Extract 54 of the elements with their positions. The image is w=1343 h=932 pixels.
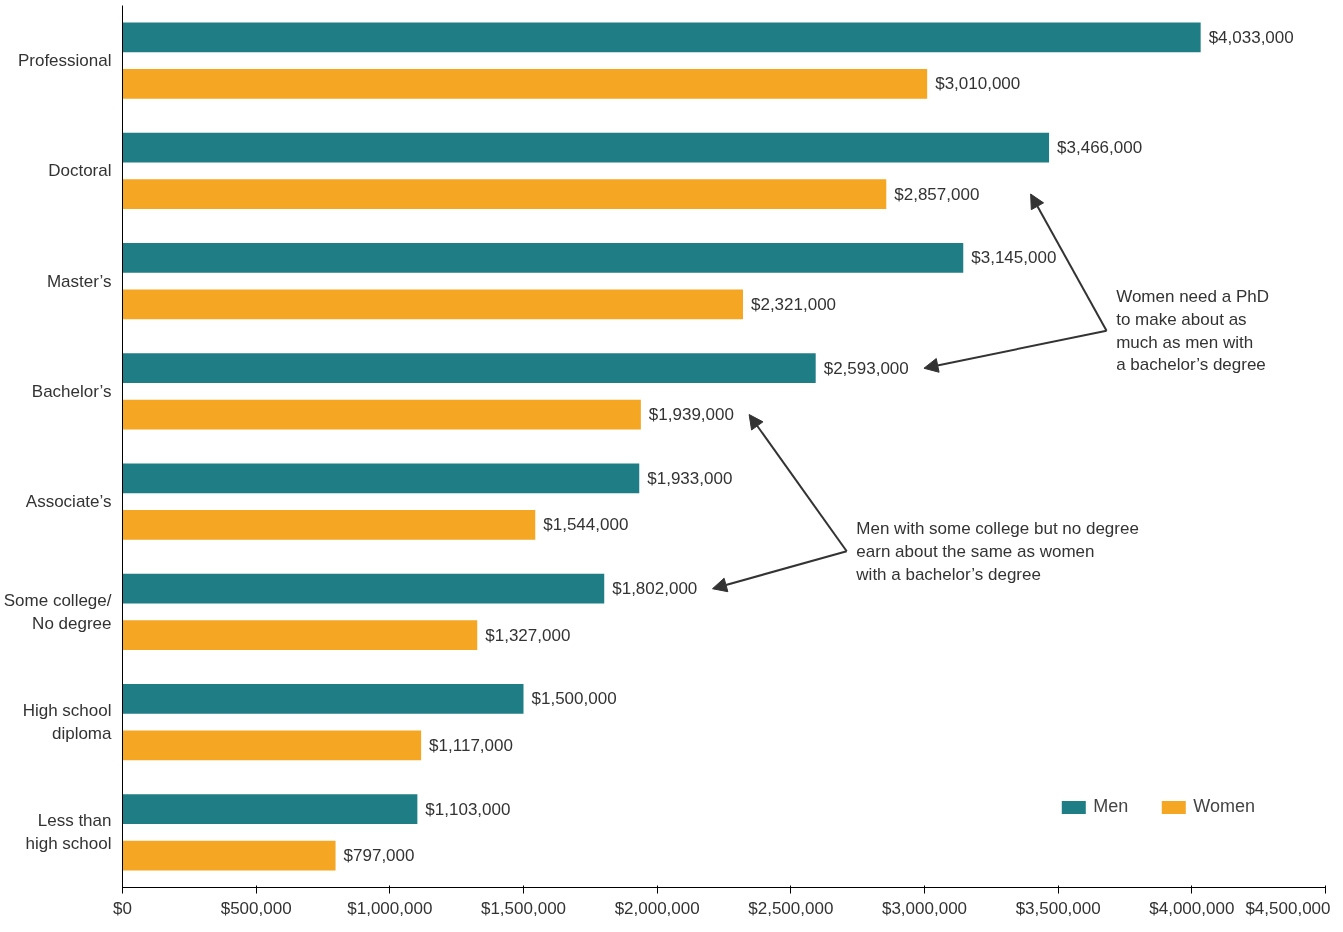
- data-label: $797,000: [343, 846, 415, 866]
- bar: [122, 289, 743, 320]
- data-label: $1,117,000: [429, 735, 513, 755]
- annotation: Women need a PhD to make about as much as men with a bachelor’s degree: [1116, 287, 1269, 375]
- bar: [122, 730, 422, 761]
- legend-label: Women: [1193, 796, 1255, 817]
- bar: [122, 22, 1201, 53]
- y-tick-label: Professional: [17, 51, 112, 71]
- data-label: $2,857,000: [894, 184, 980, 204]
- data-label: $4,033,000: [1208, 27, 1294, 47]
- data-label: $2,593,000: [823, 358, 909, 378]
- data-label: $2,321,000: [750, 294, 837, 314]
- annotation: Men with some college but no degree earn about the same as women with a bachelor’s degree: [855, 518, 1139, 584]
- y-tick-label: Associate’s: [25, 492, 112, 512]
- data-label: $1,933,000: [647, 468, 733, 488]
- bar: [122, 68, 928, 99]
- x-tick-label: $2,000,000: [614, 898, 700, 918]
- bar: [122, 840, 336, 871]
- data-label: $1,544,000: [543, 515, 629, 535]
- x-tick-label: $4,000,000: [1149, 898, 1235, 918]
- x-tick-label: $2,500,000: [748, 898, 834, 918]
- y-tick-label: High school diploma: [22, 701, 113, 744]
- x-tick-label: $3,000,000: [881, 898, 968, 918]
- legend-label: Men: [1093, 796, 1129, 817]
- bar: [122, 399, 641, 430]
- bar: [122, 463, 640, 494]
- x-tick-label: $1,500,000: [480, 898, 567, 918]
- bar: [122, 509, 536, 540]
- x-tick-label: $4,500,000: [1245, 898, 1331, 918]
- y-tick-label: Less than high school: [25, 811, 112, 854]
- x-tick-label: $1,000,000: [347, 898, 433, 918]
- bar: [122, 573, 605, 604]
- y-tick-label: Doctoral: [48, 161, 112, 181]
- data-label: $1,802,000: [612, 579, 698, 599]
- bar: [122, 684, 524, 714]
- bar: [122, 353, 816, 384]
- data-label: $1,103,000: [425, 799, 511, 819]
- bar: [122, 243, 964, 273]
- y-tick-label: Master’s: [46, 271, 112, 291]
- y-tick-label: Some college/ No degree: [3, 590, 112, 633]
- y-tick-label: Bachelor’s: [31, 381, 112, 401]
- x-tick-label: $0: [113, 898, 132, 918]
- bar: [122, 132, 1050, 163]
- data-label: $3,466,000: [1057, 138, 1143, 158]
- data-label: $1,327,000: [485, 625, 571, 645]
- bar: [122, 794, 418, 825]
- data-label: $3,145,000: [971, 248, 1057, 268]
- x-tick-label: $3,500,000: [1015, 898, 1101, 918]
- bar: [122, 620, 478, 650]
- x-tick-label: $500,000: [220, 898, 292, 918]
- data-label: $3,010,000: [935, 74, 1021, 94]
- bar: [122, 179, 887, 209]
- data-label: $1,939,000: [648, 405, 734, 425]
- data-label: $1,500,000: [531, 689, 617, 709]
